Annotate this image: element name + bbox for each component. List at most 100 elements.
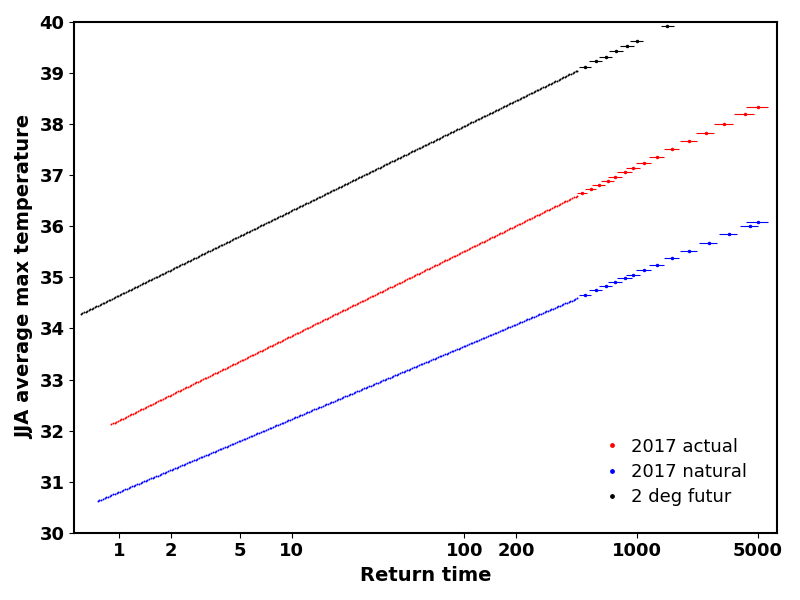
Point [128,408,141,418]
Point [222,237,235,247]
Point [227,235,240,244]
Point [368,379,381,389]
Point [554,199,567,209]
Point [145,400,158,409]
Point [417,142,430,151]
Point [470,115,482,125]
Point [172,462,185,472]
Point [198,451,210,461]
Point [478,112,490,121]
Point [229,438,242,448]
Point [141,475,154,485]
Point [250,348,263,358]
Point [392,278,405,288]
Point [274,337,286,346]
Point [570,67,582,76]
Point [468,116,481,126]
Point [429,260,442,270]
Point [146,274,159,284]
Point [209,368,222,378]
Point [185,380,198,390]
Point [389,155,402,164]
Point [521,90,534,100]
Point [494,103,507,113]
Point [423,356,436,365]
Point [386,282,398,292]
Point [421,265,434,274]
Point [482,109,495,119]
Point [236,230,249,239]
Point [93,300,106,310]
Point [547,77,560,87]
Point [334,307,346,317]
Point [529,211,542,221]
Point [461,245,474,254]
Point [290,203,303,213]
Point [130,479,143,489]
Point [337,392,350,402]
Point [438,350,451,359]
Point [238,229,250,239]
Point [249,224,262,233]
Point [205,370,218,380]
Point [320,314,333,323]
Point [193,251,206,261]
Point [250,223,263,233]
Point [163,466,176,475]
Point [356,171,369,181]
Point [338,305,351,314]
Point [493,104,506,113]
Point [148,398,161,408]
Point [103,491,116,500]
Point [315,316,328,326]
Point [99,297,112,307]
Point [290,329,303,338]
Point [385,372,398,382]
Point [407,271,420,281]
Point [426,137,439,146]
Point [521,215,534,225]
Point [449,345,462,355]
Point [443,347,456,357]
Point [302,407,315,416]
Point [211,445,224,455]
Point [494,229,506,238]
Point [512,95,525,104]
Point [186,254,199,264]
Point [298,199,311,209]
Point [545,305,558,314]
Point [569,192,582,202]
Point [527,87,540,97]
Point [241,227,254,237]
Point [346,176,359,185]
Point [118,485,131,494]
Point [102,492,114,502]
Point [341,391,354,401]
Point [244,431,257,441]
Point [203,371,216,381]
Point [123,410,136,420]
Point [138,278,151,287]
Point [418,358,430,368]
Point [125,410,138,419]
Point [251,428,264,438]
Point [518,217,530,227]
Point [425,137,438,147]
Point [318,190,330,200]
Point [514,219,527,229]
Point [304,406,317,416]
Point [561,298,574,308]
Point [540,307,553,316]
Point [239,229,252,238]
Point [346,176,358,186]
Point [213,241,226,251]
Point [542,306,554,316]
Point [404,148,417,157]
Point [258,219,271,229]
Point [303,197,316,206]
Point [210,368,223,377]
Point [425,355,438,365]
Point [121,484,134,493]
Point [182,382,194,391]
Point [286,414,298,424]
